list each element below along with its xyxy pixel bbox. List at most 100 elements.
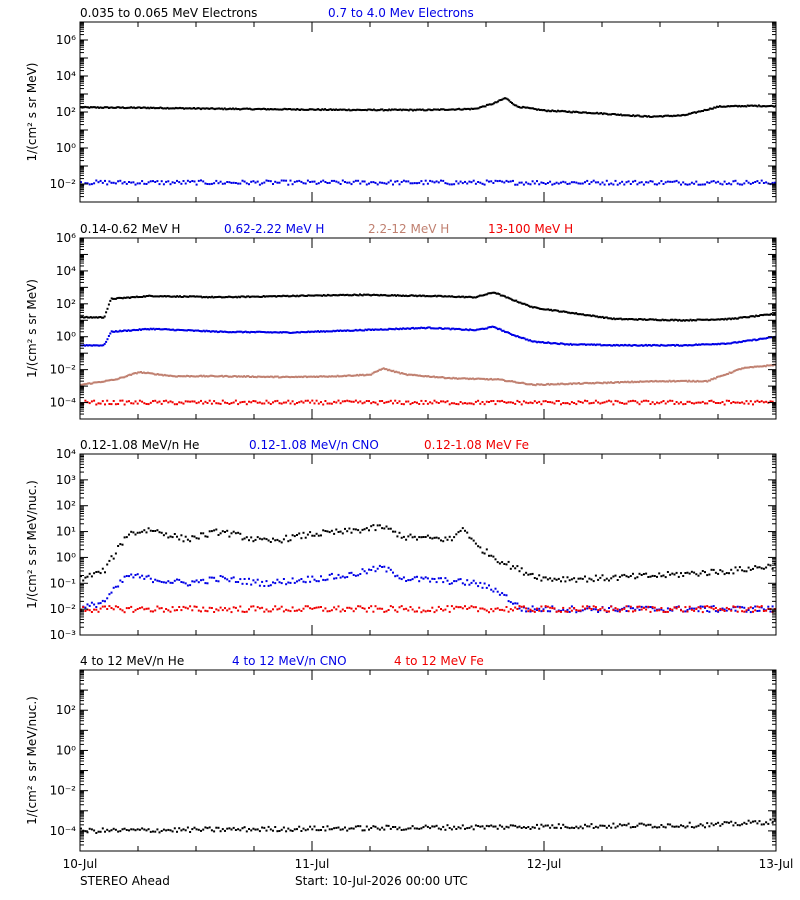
data-point [551,309,554,312]
data-point [449,377,452,380]
data-point [601,401,604,404]
data-point [339,329,342,332]
data-point [656,380,658,383]
data-point [128,329,131,332]
data-point [158,373,161,376]
data-point [762,823,765,826]
data-point [431,606,434,609]
data-point [529,305,532,308]
data-point [346,374,349,377]
data-point [183,107,186,110]
data-point [356,373,359,376]
data-point [564,825,567,828]
data-point [375,328,378,331]
data-point [344,576,346,579]
data-point [384,109,387,111]
data-point [414,327,417,330]
data-point [449,295,452,298]
data-point [523,382,526,385]
data-point [248,577,250,580]
data-point [757,338,760,341]
data-point [345,294,347,296]
data-point [720,105,723,108]
data-point [534,340,537,343]
data-point [545,383,548,386]
data-point [435,327,438,330]
data-point [243,826,246,829]
data-point [148,294,151,297]
data-point [542,400,545,403]
data-point [135,295,138,298]
data-point [149,106,152,109]
data-point [309,531,312,534]
data-point [180,296,183,298]
data-point [586,825,589,828]
data-point [418,294,421,297]
data-point [381,108,384,111]
data-point [738,824,741,827]
data-point [714,106,717,109]
data-point [405,828,408,831]
data-point [165,107,168,110]
data-point [246,331,248,334]
data-point [381,294,384,297]
data-point [442,327,445,330]
data-point [682,610,685,613]
data-point [540,181,543,184]
data-point [385,368,388,371]
data-point [463,296,466,299]
data-point [134,107,137,110]
data-point [234,606,237,609]
data-point [381,181,384,184]
data-point [396,294,399,297]
data-point [632,826,634,828]
data-point [193,180,196,183]
data-point [701,824,704,827]
data-point [405,294,407,297]
data-point [275,331,278,334]
data-point [621,344,624,347]
data-point [110,330,113,333]
data-point [91,344,94,347]
data-point [162,107,165,110]
data-point [488,584,490,587]
data-point [472,579,475,582]
data-point [341,400,344,403]
data-point [771,605,774,608]
data-point [331,330,334,333]
data-point [206,296,209,299]
data-point [350,531,353,534]
data-point [732,180,735,183]
data-point [725,821,728,824]
data-point [642,823,645,826]
data-point [663,319,665,322]
data-point [141,372,144,374]
data-point [317,534,320,537]
data-point [709,107,712,110]
data-point [262,375,265,378]
data-point [516,826,519,829]
y-tick-label: 10⁻² [50,177,77,191]
data-point [125,607,128,610]
data-point [651,826,654,829]
data-point [333,577,336,580]
data-point [525,181,528,184]
data-point [759,365,762,368]
data-point [514,824,517,827]
data-point [156,605,159,608]
data-point [417,327,420,330]
data-point [738,183,741,186]
data-point [232,826,235,829]
data-point [124,375,127,378]
data-point [109,299,112,302]
data-point [725,572,728,574]
data-point [477,377,480,380]
data-point [311,575,314,578]
data-point [178,578,181,581]
data-point [667,380,670,383]
data-point [623,607,626,610]
data-point [384,368,387,371]
data-point [287,108,290,110]
data-point [763,105,766,108]
data-point [409,327,412,330]
